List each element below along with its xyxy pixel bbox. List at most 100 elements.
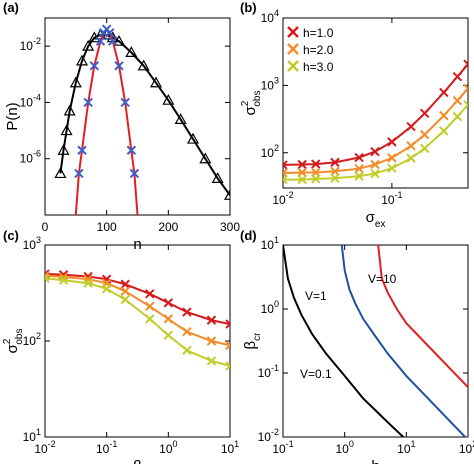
tick-base: 10 bbox=[96, 442, 110, 456]
x-marker bbox=[129, 168, 140, 179]
x-marker bbox=[206, 315, 217, 325]
tick-exponent: 2 bbox=[274, 143, 279, 153]
axis-label-base: σ bbox=[366, 209, 376, 226]
x-marker bbox=[297, 174, 307, 185]
tick-exponent: -1 bbox=[109, 439, 117, 449]
x-marker bbox=[330, 166, 340, 177]
plot-area bbox=[54, 24, 230, 215]
x-marker bbox=[58, 275, 69, 285]
series-label: V=10 bbox=[368, 272, 397, 286]
x-marker bbox=[452, 72, 463, 82]
triangle-marker bbox=[223, 189, 230, 200]
tick-base: 10 bbox=[258, 366, 272, 380]
tick-exponent: -1 bbox=[395, 190, 403, 200]
tick-exponent: -1 bbox=[286, 439, 294, 449]
x-marker bbox=[145, 289, 155, 299]
series-line bbox=[45, 277, 230, 367]
series-line bbox=[377, 245, 468, 388]
triangle-marker bbox=[54, 167, 67, 179]
tick-exponent: -2 bbox=[271, 427, 279, 437]
tick-exponent: 4 bbox=[274, 8, 279, 18]
axis-label-sup: 2 bbox=[240, 100, 251, 106]
tick-label: 104 bbox=[261, 8, 279, 25]
tick-label: 101 bbox=[261, 235, 279, 252]
x-marker bbox=[419, 129, 430, 140]
x-marker bbox=[225, 361, 230, 371]
x-marker bbox=[311, 159, 321, 169]
x-marker bbox=[206, 336, 217, 346]
x-marker bbox=[83, 278, 93, 288]
x-marker bbox=[182, 345, 192, 356]
x-marker bbox=[225, 340, 230, 351]
legend-marker bbox=[287, 60, 299, 72]
x-marker bbox=[225, 319, 230, 329]
tick-label: 100 bbox=[97, 220, 117, 234]
x-marker bbox=[95, 36, 106, 46]
tick-base: 10 bbox=[258, 430, 272, 444]
tick-base: 10 bbox=[221, 442, 235, 456]
tick-label: 10-2 bbox=[20, 36, 41, 53]
x-marker bbox=[297, 159, 307, 170]
axis-label-sup: 2 bbox=[2, 338, 13, 344]
tick-exponent: 0 bbox=[349, 439, 354, 449]
series-label: V=1 bbox=[305, 289, 327, 303]
tick-base: 10 bbox=[459, 442, 473, 456]
x-marker bbox=[439, 126, 449, 136]
tick-label: 300 bbox=[220, 220, 240, 234]
x-marker bbox=[145, 301, 155, 311]
tick-label: 100 bbox=[261, 299, 279, 316]
triangle-marker bbox=[137, 59, 150, 71]
triangle-marker bbox=[199, 152, 212, 164]
tick-exponent: -1 bbox=[271, 363, 279, 373]
series-line bbox=[59, 33, 230, 196]
series-line bbox=[283, 245, 405, 437]
tick-exponent: -4 bbox=[33, 92, 41, 102]
x-marker bbox=[463, 83, 468, 94]
x-marker bbox=[163, 314, 174, 324]
x-marker bbox=[354, 171, 364, 181]
tick-base: 10 bbox=[23, 238, 37, 252]
axis-label: σ2obs bbox=[240, 91, 263, 116]
tick-label: 102 bbox=[23, 331, 41, 348]
tick-label: 103 bbox=[23, 235, 41, 252]
tick-exponent: -6 bbox=[33, 149, 41, 159]
tick-exponent: 0 bbox=[274, 299, 279, 309]
series-line bbox=[283, 104, 468, 181]
tick-base: 10 bbox=[20, 152, 34, 166]
x-marker bbox=[120, 286, 130, 296]
tick-base: 10 bbox=[261, 78, 275, 92]
axis-label-sub: obs bbox=[14, 329, 25, 345]
axis-label: βcr bbox=[242, 332, 263, 350]
x-marker bbox=[89, 61, 100, 71]
x-marker bbox=[406, 153, 416, 163]
x-marker bbox=[283, 174, 288, 185]
tick-exponent: -2 bbox=[33, 36, 41, 46]
tick-base: 10 bbox=[20, 39, 34, 53]
axis-label-base: σ bbox=[4, 343, 21, 353]
x-marker bbox=[354, 152, 364, 163]
tick-label: 200 bbox=[158, 220, 178, 234]
tick-exponent: -2 bbox=[48, 439, 56, 449]
x-marker bbox=[120, 97, 130, 108]
legend-marker bbox=[287, 26, 299, 38]
legend-label: h=3.0 bbox=[303, 60, 334, 74]
x-marker bbox=[182, 307, 192, 317]
axis-label-sub: cr bbox=[252, 332, 263, 341]
tick-base: 10 bbox=[261, 238, 275, 252]
tick-exponent: 1 bbox=[234, 439, 239, 449]
x-marker bbox=[406, 121, 416, 132]
axis-label: σ2obs bbox=[2, 329, 25, 354]
legend-marker bbox=[287, 43, 299, 55]
series-line bbox=[45, 272, 230, 326]
tick-label: 102 bbox=[459, 439, 474, 456]
x-marker bbox=[452, 111, 463, 122]
tick-exponent: 1 bbox=[274, 235, 279, 245]
tick-base: 10 bbox=[397, 442, 411, 456]
x-marker bbox=[126, 145, 137, 155]
plot-area bbox=[283, 59, 468, 185]
series-line bbox=[45, 274, 230, 347]
panel-label: (a) bbox=[3, 0, 19, 15]
triangle-marker bbox=[82, 39, 95, 51]
x-marker bbox=[114, 61, 124, 71]
